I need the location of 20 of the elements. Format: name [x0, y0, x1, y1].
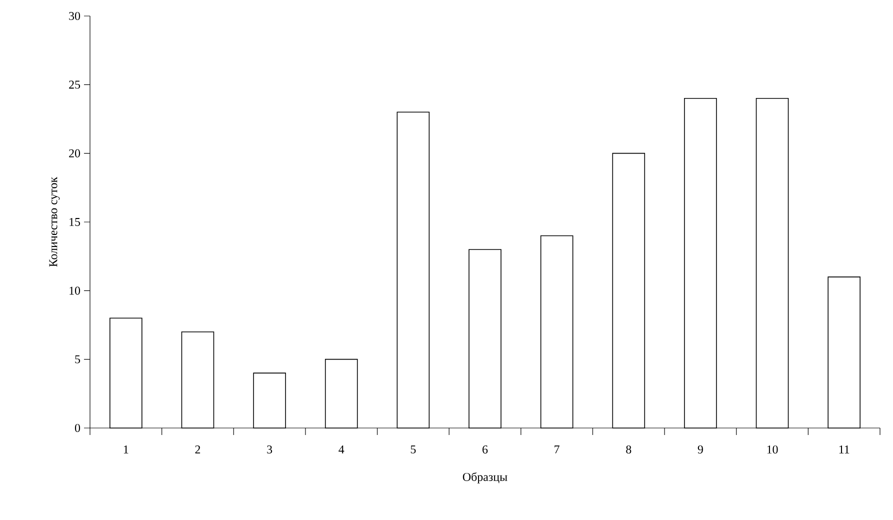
- x-tick-label: 8: [626, 445, 632, 454]
- x-tick-label: 11: [839, 445, 850, 454]
- y-tick-label: 10: [70, 286, 80, 295]
- y-tick-label: 15: [70, 218, 80, 226]
- x-tick-label: 9: [698, 445, 703, 454]
- x-axis-title: Образцы: [462, 472, 508, 484]
- y-tick-label: 20: [69, 149, 80, 158]
- x-tick-label: 4: [338, 445, 344, 454]
- x-tick-label: 5: [410, 445, 416, 454]
- y-tick-label: 0: [74, 424, 80, 432]
- x-tick-label: 10: [767, 445, 778, 454]
- y-tick-label: 30: [69, 12, 80, 20]
- x-tick-label: 6: [482, 445, 488, 454]
- x-tick-label: 1: [124, 445, 128, 454]
- y-tick-label: 5: [75, 355, 80, 364]
- x-tick-label: 7: [554, 445, 560, 454]
- y-axis-title: Количество суток: [49, 176, 60, 267]
- x-tick-label: 3: [267, 445, 272, 454]
- x-tick-label: 2: [195, 445, 200, 454]
- y-tick-label: 25: [69, 80, 80, 89]
